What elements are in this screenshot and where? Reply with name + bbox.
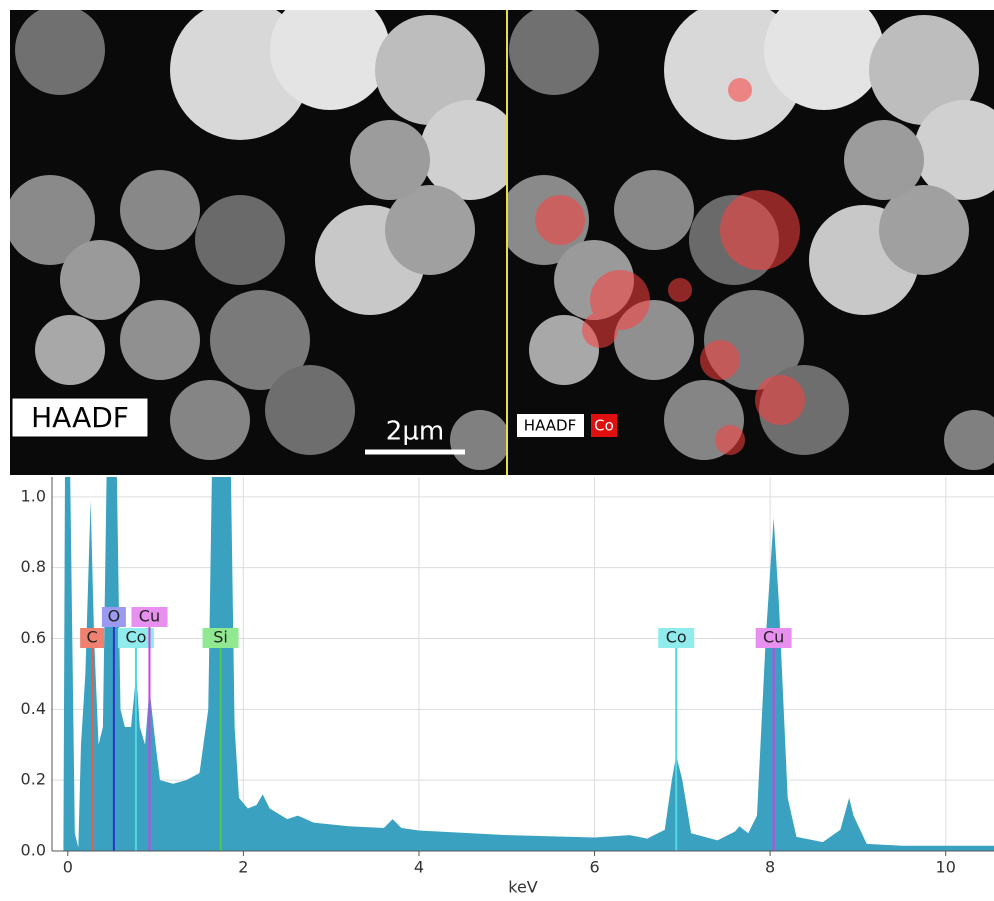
y-tick-label: 0.8: [21, 557, 46, 576]
y-tick-label: 0.2: [21, 770, 46, 789]
y-tick-label: 0.0: [21, 841, 46, 860]
peak-label-box: [755, 628, 792, 648]
peak-label-box: [658, 628, 695, 648]
peak-label-box: [117, 628, 154, 648]
x-axis-title: keV: [508, 878, 538, 897]
element-label: Co: [594, 417, 614, 435]
peak-label: Co: [125, 628, 146, 647]
peak-label-box: [202, 628, 239, 648]
scale-bar-label: 2µm: [386, 417, 444, 447]
image-label: HAADF: [524, 417, 576, 435]
peak-label-box: [80, 628, 105, 648]
peak-label: Co: [666, 628, 687, 647]
image-label: HAADF: [31, 401, 129, 434]
peak-label: O: [108, 607, 121, 626]
peak-label: Si: [213, 628, 228, 647]
haadf-image: HAADF 2µm: [10, 10, 506, 475]
peak-label-box: [101, 607, 126, 627]
peak-label: C: [87, 628, 98, 647]
y-tick-label: 0.6: [21, 628, 46, 647]
x-tick-label: 0: [63, 858, 73, 877]
x-tick-label: 6: [589, 858, 599, 877]
y-tick-label: 1.0: [21, 486, 46, 505]
co-map-image: HAADF Co: [508, 10, 994, 475]
x-tick-label: 4: [414, 858, 424, 877]
spectrum-area: [63, 477, 994, 851]
peak-label: Cu: [139, 607, 160, 626]
x-tick-label: 8: [765, 858, 775, 877]
peak-label: Cu: [763, 628, 784, 647]
y-tick-label: 0.4: [21, 699, 46, 718]
x-tick-label: 10: [936, 858, 956, 877]
x-tick-label: 2: [238, 858, 248, 877]
peak-label-box: [131, 607, 168, 627]
